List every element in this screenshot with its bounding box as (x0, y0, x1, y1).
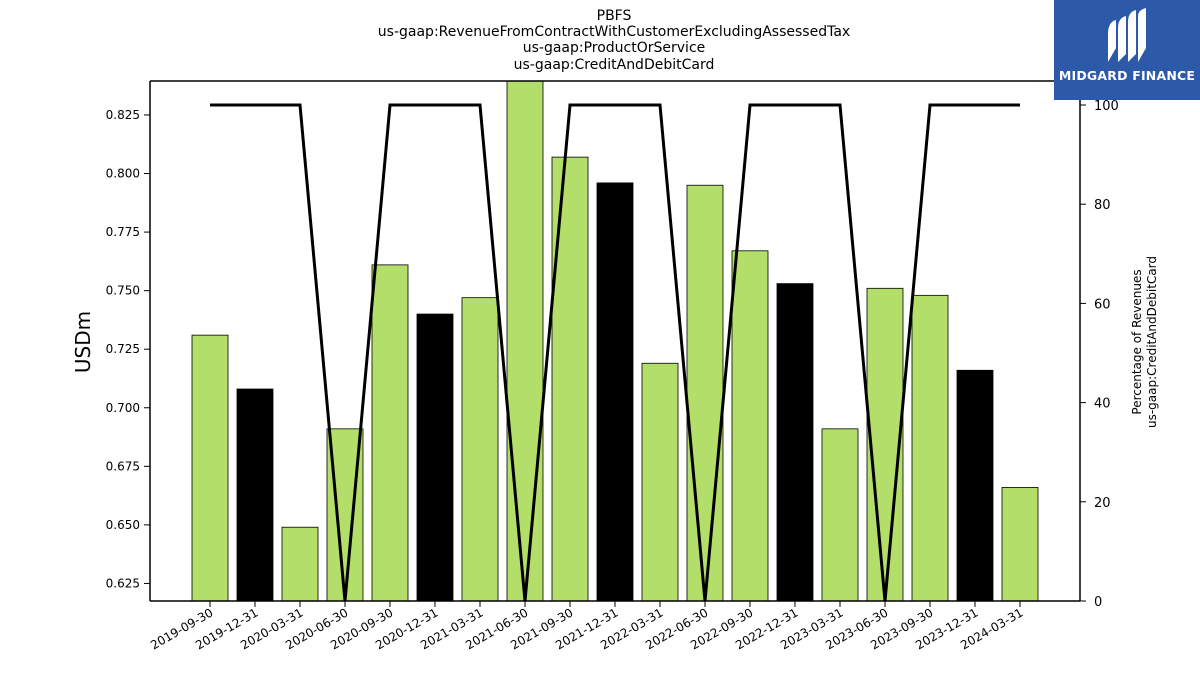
bar-2023-09-30 (911, 294, 949, 602)
y-right-tick-label: 40 (1094, 397, 1111, 412)
bar-2019-12-31 (236, 388, 274, 602)
bar-2019-09-30 (191, 334, 229, 602)
bar-2022-09-30 (731, 250, 769, 602)
bar-2022-12-31 (776, 283, 814, 602)
bar-2021-03-31 (461, 297, 499, 602)
y-axis-label: USDm (71, 311, 95, 373)
title-line-3: us-gaap:ProductOrService (523, 40, 706, 56)
bar-2023-06-30 (866, 287, 904, 602)
brand-logo: MIDGARD FINANCE (1054, 0, 1200, 100)
bar-2020-09-30 (371, 264, 409, 602)
y-tick-label: 0.775 (106, 225, 140, 239)
x-ticks: 2019-09-302019-12-312020-03-312020-06-30… (148, 601, 1026, 652)
y-right-tick-label: 80 (1094, 198, 1111, 213)
title-line-1: PBFS (597, 8, 632, 24)
bars-group (191, 80, 1039, 602)
y-tick-label: 0.675 (106, 459, 140, 473)
y-tick-label: 0.725 (106, 342, 140, 356)
bar-2020-03-31 (281, 526, 319, 602)
bar-2021-12-31 (596, 182, 634, 602)
bar-2021-09-30 (551, 156, 589, 602)
midgard-logo-icon (1108, 8, 1146, 62)
bar-2022-06-30 (686, 184, 724, 602)
y-axis-label-right-line-1: Percentage of Revenues (1130, 269, 1144, 414)
y-right-tick-label: 100 (1094, 99, 1119, 114)
chart-title: PBFS us-gaap:RevenueFromContractWithCust… (378, 8, 850, 73)
y-ticks-right: 0 20 40 60 80 100 (1080, 99, 1119, 610)
y-tick-label: 0.625 (106, 576, 140, 590)
bar-2023-12-31 (956, 369, 994, 602)
y-right-tick-label: 60 (1094, 297, 1111, 312)
bar-2020-12-31 (416, 313, 454, 602)
bar-2024-03-31 (1001, 486, 1039, 602)
y-right-tick-label: 0 (1094, 595, 1102, 610)
title-line-2: us-gaap:RevenueFromContractWithCustomerE… (378, 24, 850, 40)
y-tick-label: 0.800 (106, 167, 140, 181)
y-ticks-left: 0.625 0.650 0.675 0.700 0.725 0.750 0.775 0.800… (106, 108, 150, 590)
y-right-tick-label: 20 (1094, 496, 1111, 511)
y-tick-label: 0.700 (106, 401, 140, 415)
bar-2023-03-31 (821, 428, 859, 602)
y-tick-label: 0.750 (106, 284, 140, 298)
title-line-4: us-gaap:CreditAndDebitCard (514, 57, 715, 73)
y-tick-label: 0.825 (106, 108, 140, 122)
bar-2022-03-31 (641, 362, 679, 602)
bar-2021-06-30 (506, 80, 544, 602)
y-tick-label: 0.650 (106, 518, 140, 532)
y-axis-label-right-line-2: us-gaap:CreditAndDebitCard (1145, 256, 1159, 428)
logo-text: MIDGARD FINANCE (1058, 68, 1196, 83)
